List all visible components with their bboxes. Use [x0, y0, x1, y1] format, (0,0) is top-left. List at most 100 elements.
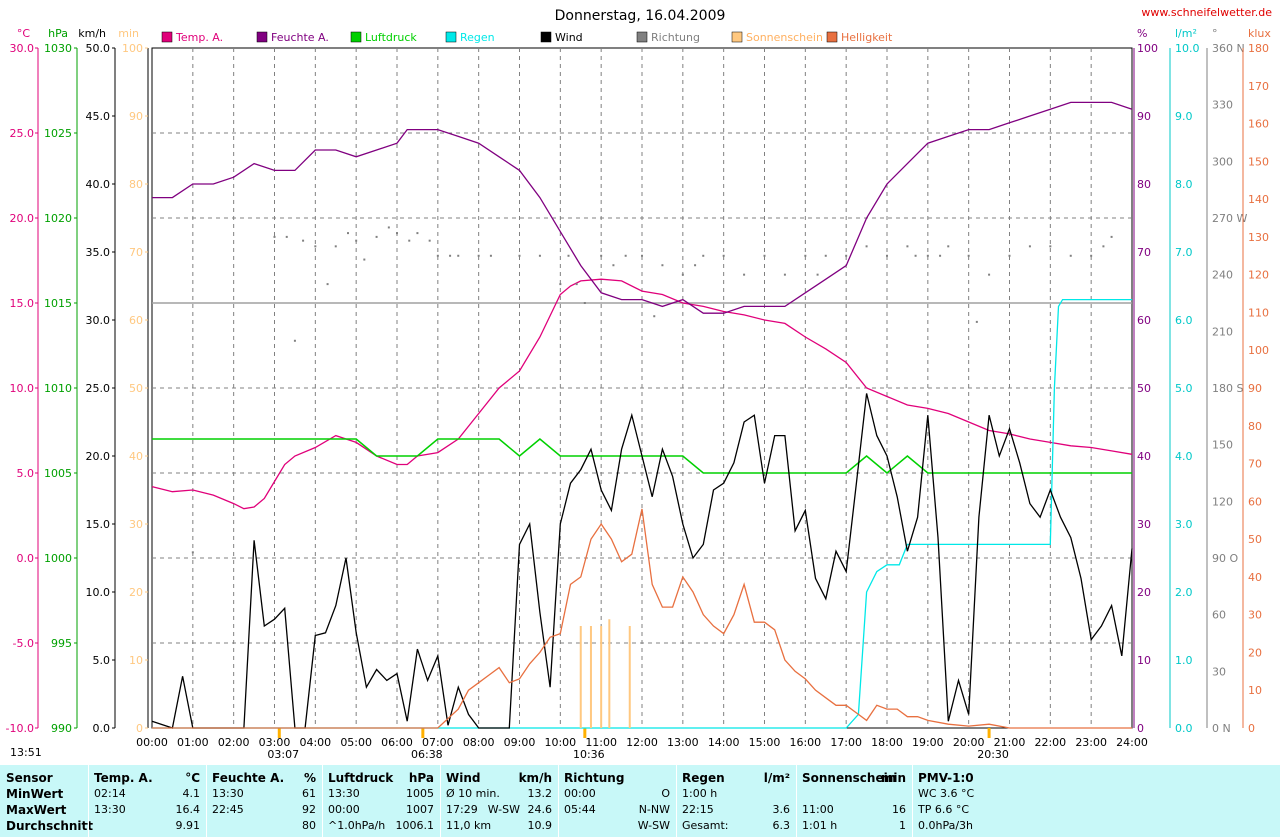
- left-tick-label: 30.0: [10, 42, 35, 55]
- direction-point: [967, 254, 970, 257]
- series-layer: [151, 101, 1133, 729]
- right-tick-label: 150: [1212, 439, 1233, 452]
- stats-min-time: Ø 10 min.: [446, 787, 500, 800]
- legend-label: Luftdruck: [365, 31, 417, 44]
- left-tick-label: 30.0: [86, 314, 111, 327]
- x-tick-label: 03:00: [259, 736, 291, 749]
- sunset-marker-label: 20:30: [977, 748, 1009, 761]
- right-tick-label: 120: [1212, 495, 1233, 508]
- right-tick-label: 50: [1137, 382, 1151, 395]
- stats-max-time: TP 6.6 °C: [918, 803, 970, 816]
- x-tick-label: 10:00: [544, 736, 576, 749]
- stats-header: Wind: [446, 771, 481, 785]
- right-tick-label: 7.0: [1175, 246, 1193, 259]
- stats-min-time: 13:30: [212, 787, 244, 800]
- left-tick-label: -10.0: [6, 722, 34, 735]
- right-tick-label: 5.0: [1175, 382, 1193, 395]
- left-tick-label: 15.0: [86, 518, 111, 531]
- stats-header: Regen: [682, 771, 725, 785]
- stats-unit: °C: [185, 771, 200, 785]
- direction-point: [1090, 254, 1093, 257]
- left-tick-label: 50: [129, 382, 143, 395]
- stats-avg-label: ^1.0hPa/h: [328, 819, 386, 832]
- stats-table: Sensor MinWert MaxWert Durchschnitt Temp. A.…: [0, 765, 1280, 837]
- stats-min-time: 13:30: [328, 787, 360, 800]
- stats-avg: 9.91: [175, 819, 201, 832]
- stats-min: 1005: [406, 787, 434, 800]
- left-tick-label: 45.0: [86, 110, 111, 123]
- direction-point: [600, 254, 603, 257]
- sunrise-marker-label: 06:38: [411, 748, 443, 761]
- stats-avg: 80: [302, 819, 316, 832]
- x-tick-label: 11:00: [585, 736, 617, 749]
- x-tick-label: 00:00: [136, 736, 168, 749]
- right-tick-label: 170: [1248, 80, 1269, 93]
- right-tick-label: 50: [1248, 533, 1262, 546]
- left-axis-unit: km/h: [78, 27, 106, 40]
- direction-point: [273, 235, 276, 238]
- stats-row-label: MinWert: [6, 787, 64, 801]
- right-tick-label: 2.0: [1175, 586, 1193, 599]
- direction-point: [334, 245, 337, 248]
- stats-avg: 10.9: [527, 819, 553, 832]
- stats-max-time: 22:15: [682, 803, 714, 816]
- direction-point: [457, 254, 460, 257]
- stats-header: PMV-1:0: [918, 771, 974, 785]
- direction-point: [314, 245, 317, 248]
- left-tick-label: 60: [129, 314, 143, 327]
- stats-min-time: 00:00: [564, 787, 596, 800]
- direction-point: [1028, 245, 1031, 248]
- x-tick-label: 14:00: [708, 736, 740, 749]
- stats-min-time: 02:14: [94, 787, 126, 800]
- left-tick-label: 25.0: [10, 127, 35, 140]
- direction-point: [816, 273, 819, 276]
- stats-max: 24.6: [527, 803, 553, 816]
- direction-point: [293, 339, 296, 342]
- stats-avg: 1006.1: [395, 819, 435, 832]
- stats-max-time: 00:00: [328, 803, 360, 816]
- stats-max: N-NW: [638, 803, 670, 816]
- right-tick-label: 1.0: [1175, 654, 1193, 667]
- website-label[interactable]: www.schneifelwetter.de: [1141, 6, 1272, 19]
- stats-unit: min: [880, 771, 906, 785]
- stats-col: Luftdruck hPa 13:30 1005 00:00 1007 ^1.0hPa/h 1…: [322, 765, 440, 837]
- right-tick-label: 80: [1248, 420, 1262, 433]
- stats-col: Wind km/h Ø 10 min. 13.2 17:29 W-SW 24.6 11,0 k…: [440, 765, 558, 837]
- x-tick-label: 16:00: [789, 736, 821, 749]
- left-tick-label: 1020: [44, 212, 72, 225]
- right-tick-label: 30: [1137, 518, 1151, 531]
- right-tick-label: 240: [1212, 269, 1233, 282]
- left-tick-label: 25.0: [86, 382, 111, 395]
- legend-swatch: [731, 31, 743, 43]
- right-tick-label: 40: [1248, 571, 1262, 584]
- direction-point: [575, 283, 578, 286]
- direction-point: [191, 551, 194, 554]
- direction-point: [845, 254, 848, 257]
- left-tick-label: 1010: [44, 382, 72, 395]
- left-tick-label: 0: [136, 722, 143, 735]
- stats-max: 92: [302, 803, 316, 816]
- helligkeit-line: [152, 508, 1132, 729]
- right-tick-label: 6.0: [1175, 314, 1193, 327]
- direction-point: [518, 254, 521, 257]
- direction-point: [763, 254, 766, 257]
- left-tick-label: 10.0: [86, 586, 111, 599]
- direction-point: [396, 232, 398, 235]
- right-tick-label: 90: [1248, 382, 1262, 395]
- right-tick-label: 20: [1248, 646, 1262, 659]
- stats-max-time: 11:00: [802, 803, 834, 816]
- left-tick-label: 1025: [44, 127, 72, 140]
- right-axis-unit: °: [1212, 27, 1218, 40]
- right-tick-label: 0 N: [1212, 722, 1231, 735]
- direction-point: [1008, 254, 1011, 257]
- right-tick-label: 0: [1137, 722, 1144, 735]
- direction-point: [865, 245, 868, 248]
- right-tick-label: 80: [1137, 178, 1151, 191]
- direction-point: [538, 254, 541, 257]
- x-tick-label: 04:00: [299, 736, 331, 749]
- direction-point: [947, 245, 950, 248]
- direction-point: [1102, 245, 1105, 248]
- legend-label: Sonnenschein: [746, 31, 823, 44]
- right-tick-label: 100: [1248, 344, 1269, 357]
- right-axis-unit: %: [1137, 27, 1147, 40]
